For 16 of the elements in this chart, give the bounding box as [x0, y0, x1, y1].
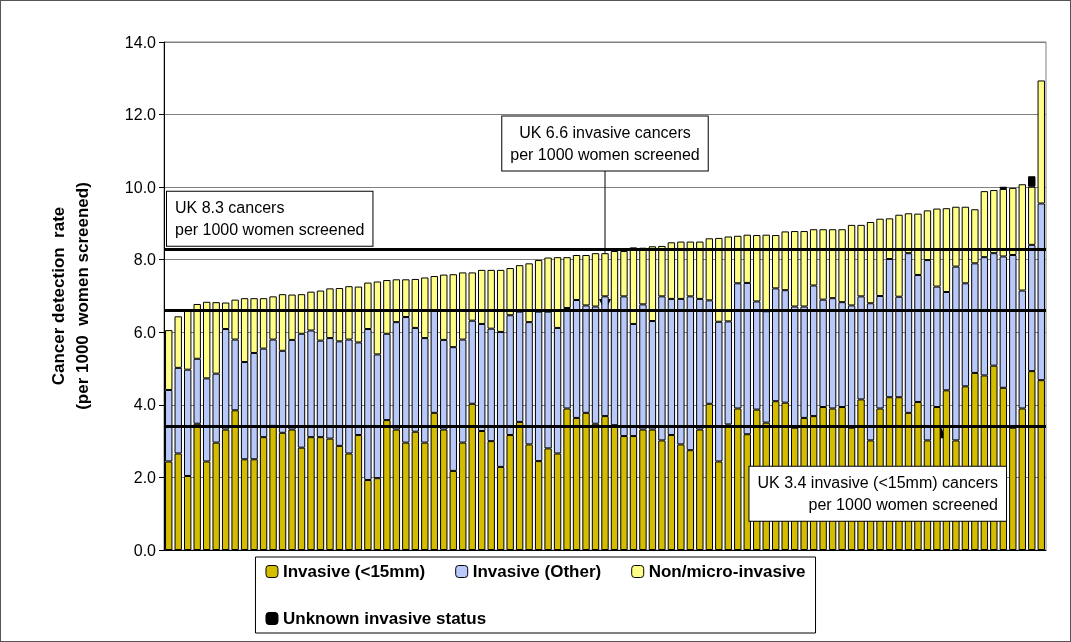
- y-tick-label: 0.0: [133, 541, 157, 559]
- legend-label: Invasive (Other): [472, 562, 602, 581]
- y-tick-label: 8.0: [133, 251, 157, 269]
- ref-line-label: UK 6.6 invasive cancers per 1000 women screened: [510, 124, 700, 164]
- legend-label: Non/micro-invasive: [648, 562, 806, 581]
- y-tick-label: 4.0: [133, 396, 157, 414]
- y-axis-title: Cancer detection rate (per 1000 women screened): [48, 182, 92, 410]
- y-tick-label: 2.0: [133, 468, 157, 486]
- ref-line-label: UK 3.4 invasive (<15mm) cancers per 1000 women screened: [757, 474, 998, 514]
- y-tick-label: 10.0: [124, 178, 157, 196]
- y-tick-label: 6.0: [133, 323, 157, 341]
- legend-label: Invasive (<15mm): [282, 562, 426, 581]
- y-tick-label: 12.0: [124, 106, 157, 124]
- legend-label: Unknown invasive status: [282, 609, 487, 628]
- ref-line-label: UK 8.3 cancers per 1000 women screened: [175, 199, 365, 239]
- y-tick-label: 14.0: [124, 33, 157, 51]
